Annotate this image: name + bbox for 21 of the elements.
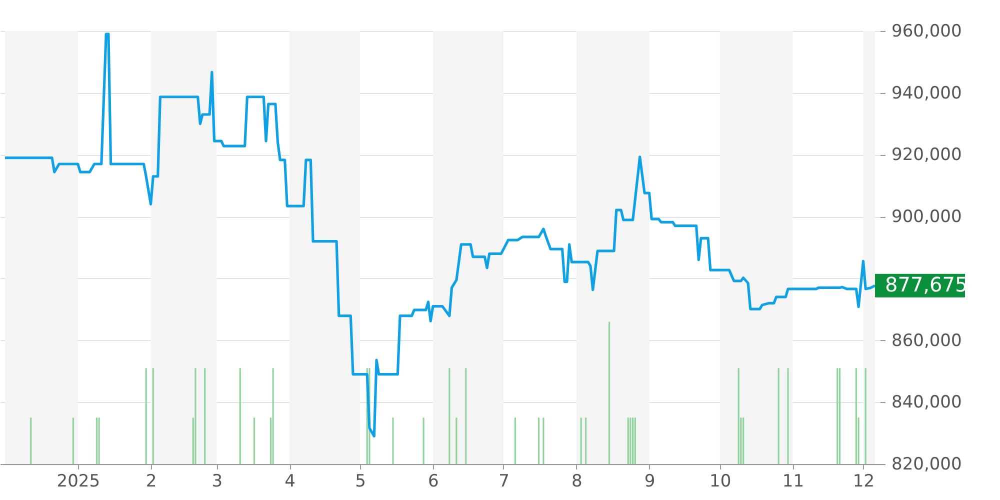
x-tick-label: 8 — [571, 472, 582, 492]
y-tick-label: 940,000 — [892, 83, 962, 104]
x-tick-label: 12 — [852, 472, 875, 492]
x-tick-label: 2025 — [56, 472, 100, 492]
x-tick-label: 3 — [212, 472, 223, 492]
y-tick-label: 860,000 — [892, 330, 962, 351]
x-tick-label: 11 — [782, 472, 804, 492]
line-series — [4, 32, 876, 438]
x-tick-label: 6 — [428, 472, 439, 492]
y-tick-label: 900,000 — [892, 207, 962, 228]
x-tick-label: 2 — [146, 472, 157, 492]
x-tick-label: 10 — [709, 472, 732, 492]
y-tick-label: 840,000 — [892, 392, 962, 413]
y-tick-label: 820,000 — [892, 454, 962, 474]
y-tick-label: 920,000 — [892, 145, 962, 166]
x-tick-label: 4 — [284, 472, 296, 492]
annotation: 877,675 — [885, 272, 968, 297]
x-tick-label: 9 — [644, 472, 656, 492]
y-tick-label: 960,000 — [892, 22, 962, 42]
x-tick-label: 5 — [355, 472, 366, 492]
x-tick-label: 7 — [498, 472, 510, 492]
